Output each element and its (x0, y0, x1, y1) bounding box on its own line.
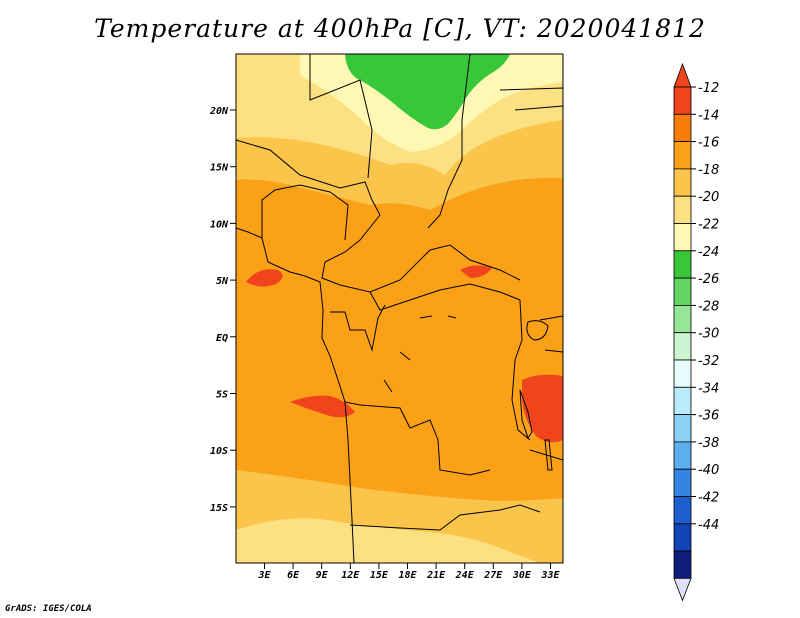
lon-label: 6E (287, 570, 300, 581)
lat-label: 15S (210, 503, 228, 514)
border-car-drc (369, 283, 521, 311)
colorbar-swatch (673, 168, 692, 197)
colorbar-label: -14 (698, 108, 719, 123)
colorbar-label: -34 (698, 381, 719, 396)
grads-credit: GrADS: IGES/COLA (5, 604, 92, 614)
colorbar-label: -24 (698, 245, 719, 260)
field-hotspot-west (246, 269, 283, 287)
colorbar-label: -28 (698, 299, 719, 314)
border-niger-chad (236, 139, 381, 216)
colorbar-swatch (673, 441, 692, 470)
colorbar-label: -16 (698, 136, 719, 151)
colorbar-swatch (673, 250, 692, 279)
colorbar-label: -26 (698, 272, 719, 287)
colorbar-label: -22 (698, 218, 719, 233)
border-libya-chad (309, 54, 373, 179)
colorbar-bottom-arrow (673, 578, 692, 602)
border-nigeria (261, 184, 349, 241)
colorbar-label: -40 (698, 463, 719, 478)
temperature-field (236, 54, 563, 563)
lake-malawi (544, 439, 553, 471)
lat-label: 5N (216, 276, 229, 287)
lon-label: 33E (540, 570, 560, 581)
field-cold-region (345, 54, 510, 130)
lon-label: 24E (455, 570, 475, 581)
colorbar-swatch (673, 496, 692, 525)
latitude-axis: 20N 15N 10N 5N EQ 5S 10S 15S (209, 106, 236, 514)
colorbar-label: -38 (698, 436, 719, 451)
colorbar-label: -18 (698, 163, 719, 178)
lon-label: 12E (341, 570, 360, 581)
colorbar-top-arrow (673, 62, 692, 88)
border-congo (330, 304, 386, 352)
lon-label: 15E (370, 570, 389, 581)
colorbar-swatch (673, 332, 692, 361)
field-hotspot-angola (290, 395, 355, 418)
colorbar-label: -36 (698, 409, 719, 424)
country-borders (236, 54, 563, 563)
lake-tanganyika (519, 389, 533, 440)
colorbar-swatch (673, 386, 692, 415)
colorbar-label: -30 (698, 327, 719, 342)
colorbar-swatch (673, 468, 692, 497)
lon-label: 21E (426, 570, 446, 581)
border-coast-west (236, 227, 355, 563)
colorbar-swatch (673, 523, 692, 552)
lat-label: EQ (216, 333, 228, 344)
colorbar-swatch (673, 141, 692, 170)
field-hotspot-center (460, 265, 492, 278)
lon-label: 18E (398, 570, 417, 581)
field-south-band-18-20 (236, 518, 540, 563)
border-drc-angola (344, 401, 491, 476)
colorbar-swatch (673, 414, 692, 443)
border-east-countries (499, 87, 563, 461)
lat-label: 15N (210, 163, 229, 174)
lat-label: 10S (210, 446, 228, 457)
lon-label: 30E (512, 570, 532, 581)
colorbar-label: -20 (698, 190, 719, 205)
colorbar-swatch (673, 223, 692, 252)
field-hotspot-east (522, 374, 563, 443)
lat-label: 5S (216, 390, 228, 401)
colorbar-swatch (673, 113, 692, 143)
lon-label: 3E (257, 570, 271, 581)
lake-victoria (526, 320, 549, 341)
colorbar-swatch (673, 550, 692, 579)
colorbar-swatch (673, 86, 692, 115)
colorbar-swatch (673, 359, 692, 388)
lon-label: 27E (483, 570, 503, 581)
chart-title: Temperature at 400hPa [C], VT: 202004181… (94, 14, 706, 43)
river-congo (383, 315, 457, 393)
border-chad-sudan (427, 54, 471, 229)
map-frame (235, 53, 564, 564)
colorbar-swatch (673, 304, 692, 334)
colorbar-swatch (673, 195, 692, 224)
colorbar-label: -42 (698, 491, 719, 506)
longitude-axis: 3E 6E 9E 12E 15E 18E 21E 24E 27E 30E 33E (257, 563, 561, 581)
lat-label: 20N (209, 106, 229, 117)
lon-label: 9E (316, 570, 329, 581)
colorbar-swatch (673, 277, 692, 306)
colorbar: -12 -14 -16 -18 -20 -22 -24 -26 -28 -30 -32 -34 -36 -… (673, 62, 719, 602)
lat-label: 10N (210, 219, 229, 230)
colorbar-label: -32 (698, 354, 719, 369)
colorbar-label: -44 (698, 518, 719, 533)
border-angola-south (349, 504, 541, 531)
colorbar-label: -12 (698, 81, 719, 96)
border-drc-east (511, 299, 531, 441)
